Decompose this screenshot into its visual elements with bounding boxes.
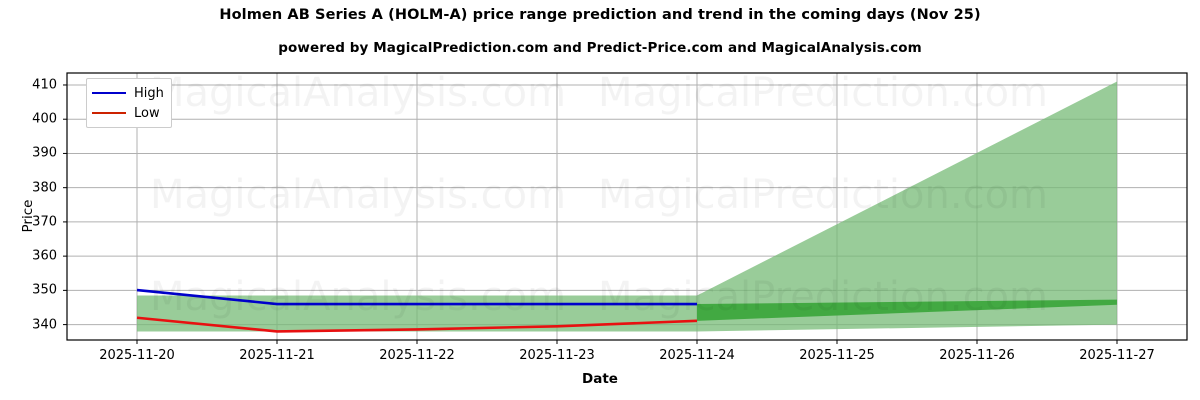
y-tick-label: 400 [32, 111, 57, 127]
x-tick-label: 2025-11-25 [799, 348, 875, 363]
data-series [136, 288, 698, 333]
y-tick-label: 370 [32, 214, 57, 230]
y-tick-label: 350 [32, 282, 57, 298]
y-tick-label: 380 [32, 180, 57, 196]
x-tick-label: 2025-11-21 [239, 348, 315, 363]
x-tick-label: 2025-11-27 [1079, 348, 1155, 363]
x-tick-label: 2025-11-26 [939, 348, 1015, 363]
legend-item-high: High [92, 83, 164, 103]
legend-label-low: Low [134, 105, 160, 121]
legend-label-high: High [134, 85, 164, 101]
y-tick-label: 410 [32, 77, 57, 93]
x-tick-label: 2025-11-22 [379, 348, 455, 363]
legend-swatch-high [92, 92, 126, 94]
x-tick-label: 2025-11-20 [99, 348, 175, 363]
legend-swatch-low [92, 112, 126, 114]
y-tick-label: 340 [32, 317, 57, 333]
y-axis-label: Price [20, 199, 36, 233]
x-axis-label: Date [582, 371, 618, 387]
plot-border [66, 72, 1188, 341]
chart-legend[interactable]: High Low [86, 78, 172, 128]
y-tick-label: 360 [32, 248, 57, 264]
x-tick-label: 2025-11-24 [659, 348, 735, 363]
chart-subtitle: powered by MagicalPrediction.com and Pre… [278, 40, 922, 56]
axis-ticks [63, 84, 1118, 344]
y-tick-label: 390 [32, 145, 57, 161]
prediction-bands [137, 81, 1117, 332]
x-tick-label: 2025-11-23 [519, 348, 595, 363]
legend-item-low: Low [92, 103, 164, 123]
page-title: Holmen AB Series A (HOLM-A) price range … [219, 7, 981, 23]
